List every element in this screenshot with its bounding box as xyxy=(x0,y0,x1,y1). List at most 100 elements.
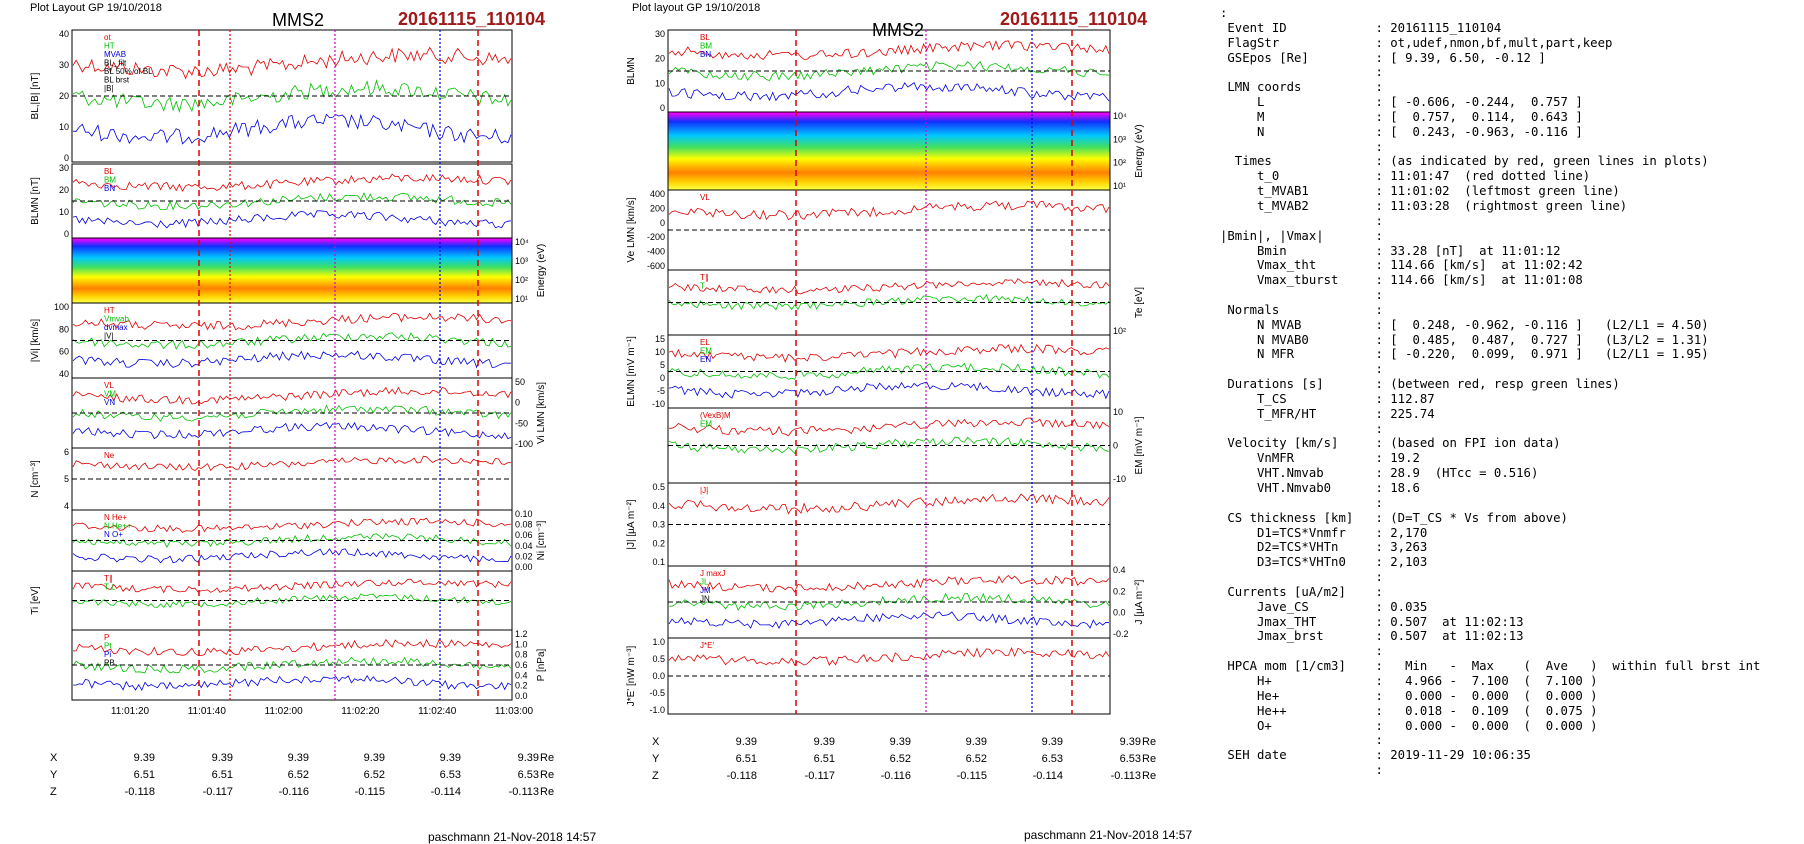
left-n-ytick-0: 4 xyxy=(64,501,69,511)
left-p-series-0 xyxy=(72,638,512,657)
mid-jlmn-rtick-0: -0.2 xyxy=(1113,629,1129,639)
mid-coord-value: 9.39 xyxy=(735,736,757,748)
left-vi-ytick-1: 60 xyxy=(59,347,69,357)
mid-ve-ytick-5: 400 xyxy=(650,189,665,199)
left-coord-value: -0.114 xyxy=(430,786,461,798)
stats-line: t_0 : 11:01:47 (red dotted line) xyxy=(1220,169,1591,184)
left-coord-value: 6.53 xyxy=(439,769,461,781)
mid-te-legend-1: T xyxy=(700,282,705,291)
mid-je-ytick-3: 0.5 xyxy=(652,654,665,664)
left-n-series-0 xyxy=(72,455,512,472)
mid-ve-legend-0: VL xyxy=(700,193,710,202)
stats-line: O+ : 0.000 - 0.000 ( 0.000 ) xyxy=(1220,718,1598,733)
mid-e-ylabel: ELMN [mV m⁻¹] xyxy=(626,336,637,407)
stats-line: : xyxy=(1220,65,1383,80)
stats-line: GSEpos [Re] : [ 9.39, 6.50, -0.12 ] xyxy=(1220,50,1546,65)
left-coord-value: 6.52 xyxy=(287,769,309,781)
left-n-legend-0: Ne xyxy=(104,451,115,460)
mid-coord-value: -0.114 xyxy=(1032,770,1063,782)
mid-coord-label-x: X xyxy=(652,736,660,748)
stats-line: Currents [uA/m2] : xyxy=(1220,584,1383,599)
mid-em-series-1 xyxy=(668,436,1110,455)
left-blmn-series-1 xyxy=(72,192,512,211)
stats-line: : xyxy=(1220,763,1383,778)
left-coord-value: 6.51 xyxy=(133,769,155,781)
left-blmn-ytick-1: 10 xyxy=(59,207,69,217)
mid-e-ytick-5: 15 xyxy=(655,334,665,344)
left-vlmn-rtick-1: -50 xyxy=(515,418,528,428)
left-blmn-legend-0: BL xyxy=(104,167,114,176)
mid-blmn-ylabel: BLMN xyxy=(626,57,637,85)
left-vlmn-rtick-0: -100 xyxy=(515,439,533,449)
mid-panel-te: T∥T 10² Te [eV] xyxy=(667,269,1145,336)
mid-em-legend-0: (VexB)M xyxy=(700,411,731,420)
stats-line: : xyxy=(1220,6,1228,20)
left-nh-rtick-4: 0.08 xyxy=(515,520,533,530)
left-t-ylabel: Ti [eV] xyxy=(30,586,41,615)
left-spec-rtick-3: 10⁴ xyxy=(515,237,529,247)
stats-line: N MVAB : [ 0.248, -0.962, -0.116 ] (L2/L… xyxy=(1220,317,1709,332)
stats-line: Jmax_THT : 0.507 at 11:02:13 xyxy=(1220,614,1524,629)
mid-ve-series-0 xyxy=(668,200,1110,221)
left-plot-header: Plot Layout GP 19/10/2018 xyxy=(30,2,162,14)
mid-jlmn-legend-1: JL xyxy=(700,578,709,587)
stats-line: N : [ 0.243, -0.963, -0.116 ] xyxy=(1220,124,1583,139)
left-coord-value: -0.115 xyxy=(354,786,385,798)
left-p-legend-3: PB xyxy=(104,659,115,668)
mid-j-ytick-0: 0.1 xyxy=(652,557,665,567)
left-p-rtick-3: 0.6 xyxy=(515,660,528,670)
left-time-tick-5: 11:03:00 xyxy=(495,706,534,717)
left-vi-legend-1: Vmvab xyxy=(104,315,129,324)
mid-spec-rtick-0: 10¹ xyxy=(1113,181,1126,191)
left-p-rtick-4: 0.8 xyxy=(515,650,528,660)
mid-panel-j: |J| 0.1 0.2 0.3 0.4 0.5 |J| [µA m⁻²] xyxy=(626,482,1111,567)
stats-line: LMN coords : xyxy=(1220,80,1383,95)
mid-blmn-ytick-1: 10 xyxy=(655,78,665,88)
left-b-ytick-2: 20 xyxy=(59,91,69,101)
left-coord-value: -0.118 xyxy=(124,786,155,798)
left-b-legend-6: |B| xyxy=(104,84,114,93)
stats-line: : xyxy=(1220,733,1383,748)
stats-line: FlagStr : ot,udef,nmon,bf,mult,part,keep xyxy=(1220,35,1613,50)
left-nh-rtick-1: 0.02 xyxy=(515,551,533,561)
stats-line: N MVAB0 : [ 0.485, 0.487, 0.727 ] (L3/L2… xyxy=(1220,332,1709,347)
left-p-rtick-2: 0.4 xyxy=(515,670,528,680)
left-b-series-0 xyxy=(72,46,512,80)
mid-je-ytick-0: -1.0 xyxy=(649,705,665,715)
mid-ve-ytick-0: -600 xyxy=(647,261,665,271)
mid-coord-value: 6.51 xyxy=(813,753,835,765)
left-coord-value: 6.51 xyxy=(211,769,233,781)
left-panel-spec: 10¹ 10² 10³ 10⁴ Energy (eV) xyxy=(71,237,547,304)
mid-e-ytick-0: -10 xyxy=(652,399,665,409)
mid-coord-value: 9.39 xyxy=(965,736,987,748)
mid-coord-value: 9.39 xyxy=(813,736,835,748)
mid-e-ytick-2: 0 xyxy=(660,373,665,383)
left-b-legend-0: ot xyxy=(104,33,111,42)
mid-e-ytick-4: 10 xyxy=(655,347,665,357)
stats-line: |Bmin|, |Vmax| : xyxy=(1220,228,1383,243)
left-b-series-1 xyxy=(72,79,512,113)
left-p-series-2 xyxy=(72,674,512,692)
left-vi-legend-2: dvmax xyxy=(104,323,128,332)
left-nh-legend-0: N He+ xyxy=(104,513,127,522)
left-p-rtick-0: 0.0 xyxy=(515,691,528,701)
left-b-legend-4: BL 50% of BL xyxy=(104,67,153,76)
mid-coord-value: 6.53 xyxy=(1119,753,1141,765)
stats-line: L : [ -0.606, -0.244, 0.757 ] xyxy=(1220,95,1583,110)
mid-je-series-0 xyxy=(668,647,1110,666)
mid-blmn-legend-2: BN xyxy=(700,50,711,59)
left-vi-series-1 xyxy=(72,332,512,350)
left-coord-value: 9.39 xyxy=(133,752,155,764)
mid-coord-value: -0.113 xyxy=(1110,770,1141,782)
left-plot-event: 20161115_110104 xyxy=(398,9,546,29)
mid-spec-rtick-1: 10² xyxy=(1113,158,1126,168)
left-b-ytick-3: 30 xyxy=(59,60,69,70)
left-p-legend-0: P xyxy=(104,633,109,642)
mid-e-series-1 xyxy=(668,362,1110,380)
mid-j-ytick-3: 0.4 xyxy=(652,501,665,511)
mid-je-ytick-2: 0.0 xyxy=(652,671,665,681)
mid-coord-value: 9.39 xyxy=(1119,736,1141,748)
mid-coord-value: -0.117 xyxy=(804,770,835,782)
